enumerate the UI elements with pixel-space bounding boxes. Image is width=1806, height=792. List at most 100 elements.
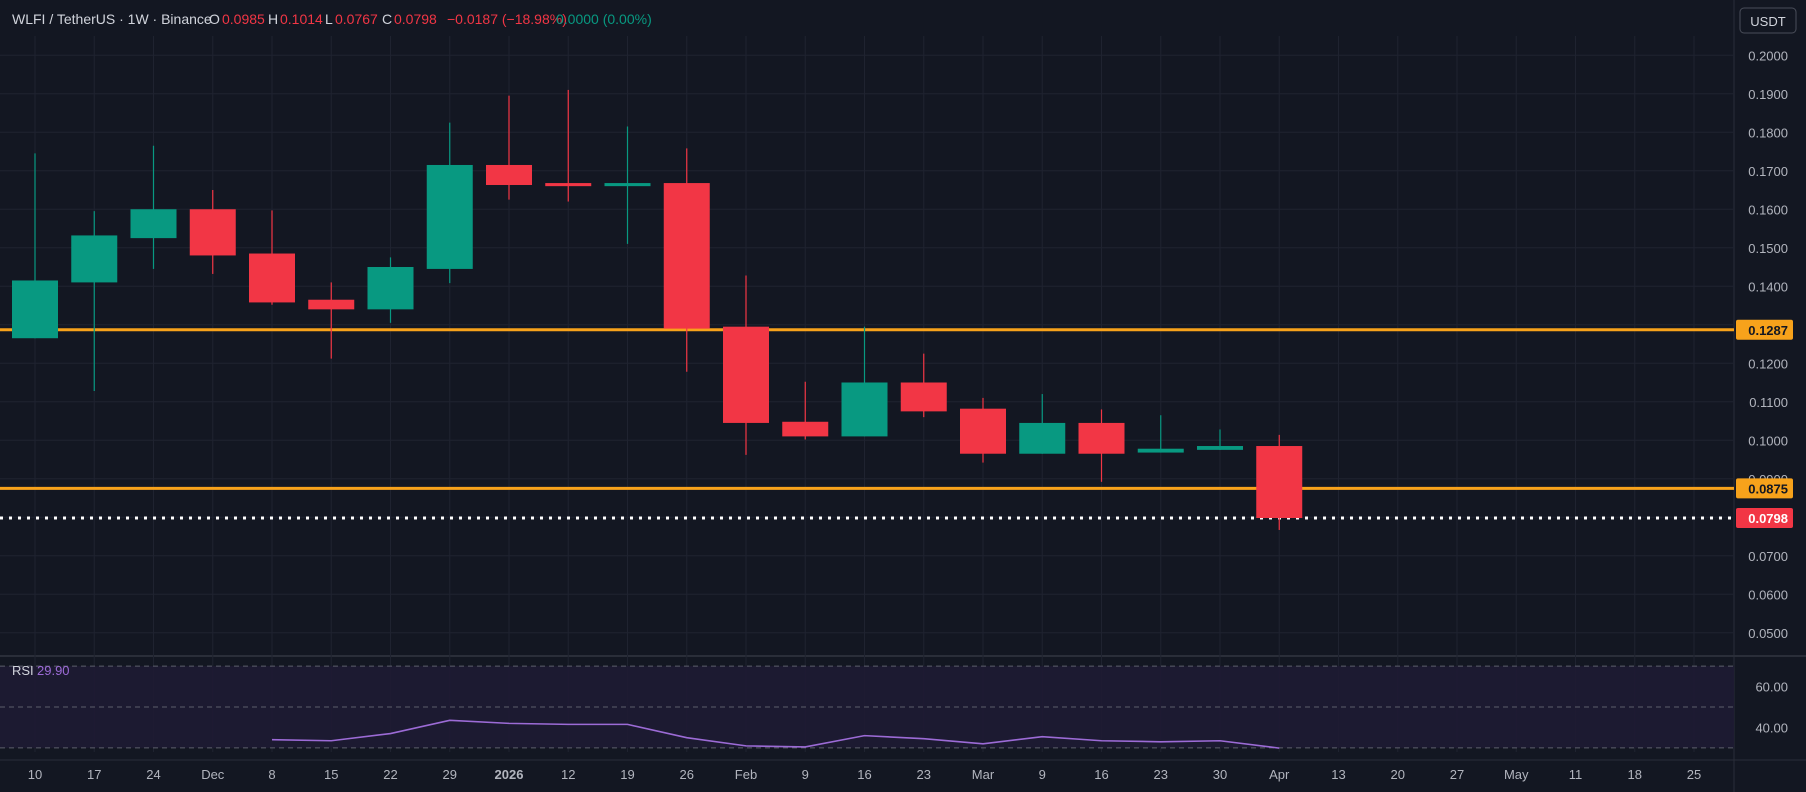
rsi-tick-label: 40.00 xyxy=(1755,720,1788,735)
level-price-label: 0.0875 xyxy=(1736,478,1793,499)
price-tick-label: 0.1800 xyxy=(1748,125,1788,140)
candle[interactable] xyxy=(189,190,236,274)
candle-body xyxy=(12,280,58,339)
candle[interactable] xyxy=(486,95,532,200)
time-tick-label: 12 xyxy=(561,767,575,782)
level-price-label-text: 0.1287 xyxy=(1748,323,1788,338)
candle-body xyxy=(1019,422,1066,454)
candle[interactable] xyxy=(1137,415,1184,453)
price-tick-label: 0.2000 xyxy=(1748,48,1788,63)
rsi-pane xyxy=(0,665,1734,749)
candle-body xyxy=(367,267,414,310)
level-price-label: 0.1287 xyxy=(1736,319,1793,340)
level-lines[interactable] xyxy=(0,328,1734,520)
candle[interactable] xyxy=(723,275,769,455)
time-tick-label: 23 xyxy=(1154,767,1168,782)
price-tick-label: 0.1600 xyxy=(1748,202,1788,217)
time-tick-label: 10 xyxy=(28,767,42,782)
high-value: 0.1014 xyxy=(280,11,323,27)
candle-body xyxy=(900,382,947,412)
candle[interactable] xyxy=(1019,394,1066,454)
level-price-label-bg xyxy=(1736,478,1793,499)
time-tick-label: 22 xyxy=(383,767,397,782)
candle[interactable] xyxy=(1078,409,1125,482)
low-value: 0.0767 xyxy=(335,11,378,27)
price-tick-label: 0.1000 xyxy=(1748,433,1788,448)
close-value: 0.0798 xyxy=(394,11,437,27)
close-label: C xyxy=(382,11,392,27)
time-tick-label: 16 xyxy=(857,767,871,782)
candle-body xyxy=(486,164,532,185)
price-labels: 0.1287 0.0875 0.0798 xyxy=(1736,319,1793,529)
open-label: O xyxy=(209,11,220,27)
price-tick-label: 0.1500 xyxy=(1748,241,1788,256)
time-tick-label: 19 xyxy=(620,767,634,782)
candle[interactable] xyxy=(130,145,177,269)
time-tick-label: Dec xyxy=(201,767,225,782)
candle[interactable] xyxy=(900,353,947,418)
candle-body xyxy=(308,299,355,310)
time-tick-label: Mar xyxy=(972,767,995,782)
time-tick-label: 2026 xyxy=(495,767,524,782)
candle[interactable] xyxy=(545,89,592,202)
candle[interactable] xyxy=(308,282,355,359)
candle[interactable] xyxy=(71,211,118,391)
time-tick-label: 25 xyxy=(1687,767,1701,782)
candle[interactable] xyxy=(841,326,888,437)
candle-body xyxy=(841,382,888,437)
candle-body xyxy=(960,408,1006,454)
time-tick-label: 9 xyxy=(1039,767,1046,782)
time-tick-label: 23 xyxy=(917,767,931,782)
price-tick-label: 0.1100 xyxy=(1749,395,1788,410)
rsi-value: 29.90 xyxy=(37,663,70,678)
candle[interactable] xyxy=(663,148,710,372)
candle-body xyxy=(1256,446,1303,519)
volume-value: 0.0000 (0.00%) xyxy=(556,11,652,27)
candle-body xyxy=(426,164,473,269)
time-tick-label: 15 xyxy=(324,767,338,782)
candles[interactable] xyxy=(12,89,1303,530)
time-tick-label: May xyxy=(1504,767,1529,782)
candle[interactable] xyxy=(960,397,1006,463)
time-tick-label: 13 xyxy=(1331,767,1345,782)
time-tick-label: 18 xyxy=(1628,767,1642,782)
rsi-line[interactable] xyxy=(271,719,1280,749)
candle[interactable] xyxy=(426,122,473,284)
candle[interactable] xyxy=(782,381,829,440)
price-tick-label: 0.1200 xyxy=(1748,356,1788,371)
time-axis[interactable]: 10 17 24 Dec 8 15 22 29 2026 12 19 26 Feb 9 16 23 Mar 9 16… xyxy=(28,767,1701,782)
candle-body xyxy=(545,183,592,187)
current-price-label-bg xyxy=(1736,508,1793,529)
price-tick-label: 0.1900 xyxy=(1748,87,1788,102)
candle[interactable] xyxy=(1197,429,1243,450)
candle-body xyxy=(663,183,710,329)
price-tick-label: 0.0600 xyxy=(1748,587,1788,602)
candle-body xyxy=(1197,446,1243,450)
time-tick-label: 20 xyxy=(1391,767,1405,782)
currency-button-label: USDT xyxy=(1750,14,1785,29)
candle[interactable] xyxy=(367,257,414,323)
time-tick-label: 8 xyxy=(268,767,275,782)
currency-button[interactable]: USDT xyxy=(1739,7,1797,34)
candle[interactable] xyxy=(249,210,295,305)
time-tick-label: 30 xyxy=(1213,767,1227,782)
candle-body xyxy=(189,209,236,256)
current-price-label-text: 0.0798 xyxy=(1748,511,1788,526)
symbol-title[interactable]: WLFI / TetherUS · 1W · Binance xyxy=(12,11,212,27)
candle-body xyxy=(1078,422,1125,454)
change-value: −0.0187 (−18.98%) xyxy=(447,11,567,27)
candle-body xyxy=(782,421,829,437)
candle-body xyxy=(71,235,118,283)
candle-body xyxy=(249,253,295,303)
candle[interactable] xyxy=(604,126,651,244)
candle[interactable] xyxy=(1256,434,1303,530)
rsi-label[interactable]: RSI xyxy=(12,663,34,678)
time-tick-label: 11 xyxy=(1569,767,1583,782)
candle[interactable] xyxy=(12,153,58,339)
price-tick-label: 0.1700 xyxy=(1748,164,1788,179)
time-tick-label: Apr xyxy=(1269,767,1290,782)
time-tick-label: 26 xyxy=(680,767,694,782)
current-price-label: 0.0798 xyxy=(1736,508,1793,529)
level-price-label-bg xyxy=(1736,319,1793,340)
